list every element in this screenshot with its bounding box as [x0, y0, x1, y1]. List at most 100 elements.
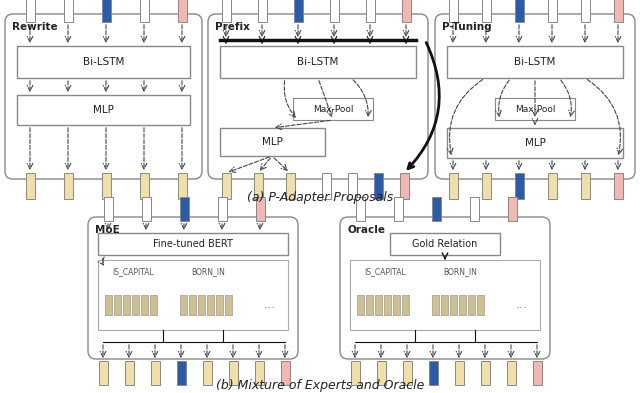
- Bar: [374, 295, 381, 315]
- Bar: [467, 295, 474, 315]
- Bar: [179, 295, 186, 315]
- Bar: [403, 361, 412, 385]
- Bar: [481, 361, 490, 385]
- Bar: [532, 361, 541, 385]
- Text: Fine-tuned BERT: Fine-tuned BERT: [153, 239, 233, 249]
- Bar: [104, 197, 113, 221]
- Text: BORN_IN: BORN_IN: [191, 268, 225, 277]
- Bar: [177, 361, 186, 385]
- Text: ...: ...: [516, 299, 528, 312]
- Text: MLP: MLP: [262, 137, 283, 147]
- Bar: [321, 173, 330, 199]
- Bar: [350, 260, 540, 330]
- Bar: [102, 173, 111, 199]
- Bar: [294, 0, 303, 22]
- Bar: [150, 295, 157, 315]
- Bar: [220, 46, 416, 78]
- Text: P-Tuning: P-Tuning: [442, 22, 492, 32]
- Bar: [280, 361, 289, 385]
- Bar: [177, 173, 186, 199]
- Bar: [255, 361, 264, 385]
- Bar: [470, 197, 479, 221]
- Bar: [547, 0, 557, 22]
- Bar: [98, 260, 288, 330]
- Text: MoE: MoE: [95, 225, 120, 235]
- Text: ...: ...: [264, 299, 276, 312]
- Bar: [429, 361, 438, 385]
- Bar: [477, 295, 483, 315]
- Bar: [431, 295, 438, 315]
- FancyBboxPatch shape: [435, 14, 635, 179]
- Bar: [365, 0, 374, 22]
- Bar: [506, 361, 515, 385]
- Bar: [257, 0, 266, 22]
- Bar: [547, 173, 557, 199]
- Text: MLP: MLP: [93, 105, 114, 115]
- Bar: [399, 173, 408, 199]
- Bar: [125, 361, 134, 385]
- Bar: [228, 361, 237, 385]
- Bar: [481, 0, 490, 22]
- Bar: [207, 295, 214, 315]
- Bar: [454, 361, 463, 385]
- Bar: [401, 295, 408, 315]
- Bar: [580, 173, 589, 199]
- Bar: [177, 0, 186, 22]
- Bar: [26, 173, 35, 199]
- Text: Max-Pool: Max-Pool: [313, 105, 353, 114]
- Text: (b) Mixture of Experts and Oracle: (b) Mixture of Experts and Oracle: [216, 380, 424, 393]
- Bar: [348, 173, 356, 199]
- Text: IS_CAPITAL: IS_CAPITAL: [364, 268, 406, 277]
- Bar: [392, 295, 399, 315]
- Bar: [390, 233, 500, 255]
- Bar: [179, 197, 189, 221]
- Bar: [285, 173, 294, 199]
- Bar: [515, 0, 524, 22]
- Text: Max-Pool: Max-Pool: [515, 105, 556, 114]
- Bar: [495, 98, 575, 120]
- Bar: [141, 197, 150, 221]
- Bar: [580, 0, 589, 22]
- Bar: [449, 295, 456, 315]
- Bar: [449, 0, 458, 22]
- Bar: [104, 295, 111, 315]
- Bar: [218, 197, 227, 221]
- FancyBboxPatch shape: [88, 217, 298, 359]
- Bar: [198, 295, 205, 315]
- Bar: [63, 173, 72, 199]
- Bar: [17, 46, 190, 78]
- Bar: [98, 233, 288, 255]
- FancyBboxPatch shape: [340, 217, 550, 359]
- Bar: [383, 295, 390, 315]
- Bar: [293, 98, 373, 120]
- Text: Gold Relation: Gold Relation: [412, 239, 477, 249]
- Bar: [17, 95, 190, 125]
- Bar: [449, 173, 458, 199]
- Bar: [221, 0, 230, 22]
- Text: BORN_IN: BORN_IN: [443, 268, 477, 277]
- Bar: [376, 361, 385, 385]
- Bar: [140, 0, 148, 22]
- Bar: [141, 295, 147, 315]
- Bar: [614, 0, 623, 22]
- Bar: [401, 0, 410, 22]
- Text: Bi-LSTM: Bi-LSTM: [83, 57, 124, 67]
- Bar: [122, 295, 129, 315]
- Bar: [447, 128, 623, 158]
- FancyBboxPatch shape: [208, 14, 428, 179]
- Bar: [202, 361, 211, 385]
- Text: Bi-LSTM: Bi-LSTM: [298, 57, 339, 67]
- Text: Rewrite: Rewrite: [12, 22, 58, 32]
- Text: IS_CAPITAL: IS_CAPITAL: [112, 268, 154, 277]
- Bar: [220, 128, 325, 156]
- Bar: [440, 295, 447, 315]
- Text: Bi-LSTM: Bi-LSTM: [515, 57, 556, 67]
- Bar: [102, 0, 111, 22]
- Bar: [140, 173, 148, 199]
- Bar: [216, 295, 223, 315]
- Bar: [131, 295, 138, 315]
- Text: Prefix: Prefix: [215, 22, 250, 32]
- Bar: [113, 295, 120, 315]
- Bar: [614, 173, 623, 199]
- Text: MLP: MLP: [525, 138, 545, 148]
